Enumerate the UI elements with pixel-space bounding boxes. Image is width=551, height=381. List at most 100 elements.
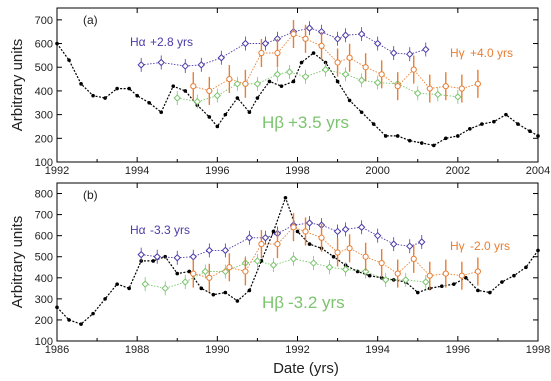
- data-point: [378, 71, 385, 78]
- data-point: [516, 122, 520, 126]
- data-point: [512, 273, 516, 278]
- data-point: [357, 76, 366, 84]
- x-tick-label: 1996: [446, 344, 470, 356]
- x-tick-label: 2000: [365, 165, 389, 177]
- data-point: [333, 35, 342, 43]
- series-shift-label: -2.0 yrs: [470, 239, 510, 253]
- data-point: [151, 259, 155, 263]
- data-point: [181, 62, 189, 70]
- data-point: [394, 83, 401, 90]
- data-point: [402, 276, 410, 284]
- data-point: [206, 87, 213, 95]
- data-point: [357, 30, 366, 38]
- y-tick-label: 700: [35, 15, 53, 27]
- data-point: [242, 80, 249, 87]
- y-tick-label: 200: [35, 315, 53, 327]
- data-point: [464, 276, 468, 280]
- data-point: [201, 267, 210, 276]
- data-point: [211, 292, 216, 297]
- data-point: [389, 49, 398, 57]
- y-tick-label: 100: [35, 157, 53, 169]
- data-point: [383, 134, 388, 138]
- data-point: [357, 223, 366, 231]
- data-point: [55, 41, 59, 46]
- y-tick-label: 400: [35, 86, 53, 98]
- series-shift-label: +3.5 yrs: [288, 113, 349, 132]
- data-point: [67, 58, 71, 62]
- series-name: Hα: [130, 35, 146, 49]
- data-point: [190, 83, 197, 90]
- data-point: [309, 259, 318, 267]
- x-tick-label: 2002: [446, 165, 470, 177]
- data-point: [261, 234, 270, 242]
- data-point: [305, 24, 314, 32]
- data-point: [452, 282, 456, 286]
- data-point: [226, 264, 233, 271]
- data-point: [334, 59, 341, 66]
- data-point: [359, 110, 364, 115]
- data-point: [67, 318, 71, 322]
- data-point: [258, 49, 265, 57]
- data-point: [247, 110, 252, 115]
- data-point: [267, 79, 272, 84]
- data-point: [341, 265, 350, 274]
- data-point: [341, 70, 350, 79]
- data-point: [362, 64, 369, 71]
- data-point: [488, 290, 492, 295]
- data-point: [213, 91, 222, 100]
- y-tick-label: 700: [35, 210, 53, 222]
- data-point: [371, 122, 376, 126]
- data-point: [91, 311, 95, 316]
- data-point: [290, 224, 297, 231]
- series-label: Hβ: [262, 113, 284, 132]
- data-point: [161, 284, 169, 293]
- data-point: [181, 278, 189, 286]
- data-point: [474, 268, 481, 275]
- data-point: [206, 274, 213, 281]
- x-tick-label: 1996: [205, 165, 229, 177]
- data-point: [528, 129, 532, 133]
- data-point: [271, 229, 276, 234]
- data-point: [241, 39, 250, 48]
- data-point: [217, 54, 226, 62]
- data-point: [362, 253, 369, 260]
- data-point: [103, 96, 107, 100]
- data-point: [434, 90, 442, 99]
- data-point: [458, 272, 465, 279]
- data-point: [79, 322, 83, 326]
- x-tick-label: 1992: [285, 344, 309, 356]
- data-point: [524, 265, 528, 270]
- plot-frame: [56, 7, 539, 163]
- data-point: [290, 30, 297, 38]
- data-point: [157, 58, 165, 67]
- data-point: [318, 42, 325, 50]
- series-shift-label: -3.2 yrs: [288, 293, 345, 312]
- data-point: [301, 73, 310, 81]
- data-point: [175, 271, 180, 276]
- data-point: [103, 297, 107, 301]
- data-point: [407, 138, 412, 143]
- x-tick-label: 1994: [365, 344, 389, 356]
- data-point: [333, 227, 342, 236]
- panel-label: (b): [83, 188, 98, 202]
- data-point: [221, 246, 230, 255]
- x-tick-label: 1998: [285, 165, 309, 177]
- series-name: Hγ: [450, 239, 465, 253]
- data-point: [318, 234, 325, 241]
- x-axis-title: Date (yrs): [273, 360, 339, 377]
- x-tick-label: 1992: [45, 165, 69, 177]
- series-shift-label: +2.8 yrs: [150, 35, 193, 49]
- data-point: [500, 280, 504, 284]
- data-point: [274, 49, 281, 57]
- data-point: [389, 240, 398, 248]
- data-point: [127, 286, 131, 291]
- data-point: [334, 249, 341, 256]
- data-point: [414, 89, 422, 97]
- series-label: Hα: [130, 223, 146, 237]
- y-tick-label: 300: [35, 294, 53, 306]
- data-point: [91, 93, 95, 98]
- data-point: [273, 70, 282, 79]
- y-tick-label: 800: [35, 189, 53, 201]
- x-tick-label: 2004: [526, 165, 550, 177]
- data-point: [341, 31, 350, 39]
